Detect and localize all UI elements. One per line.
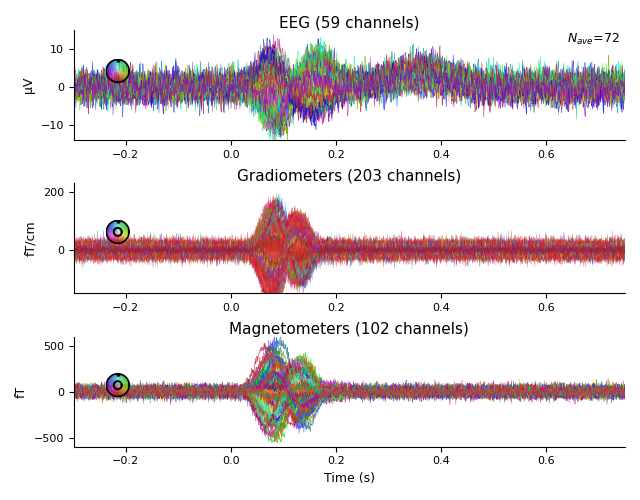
Y-axis label: fT: fT (15, 386, 28, 398)
Title: Magnetometers (102 channels): Magnetometers (102 channels) (229, 322, 469, 336)
Y-axis label: μV: μV (22, 77, 35, 94)
Text: $N_{ave}$=72: $N_{ave}$=72 (567, 32, 620, 48)
Y-axis label: fT/cm: fT/cm (24, 220, 37, 256)
Title: EEG (59 channels): EEG (59 channels) (279, 15, 420, 30)
X-axis label: Time (s): Time (s) (324, 472, 375, 485)
Title: Gradiometers (203 channels): Gradiometers (203 channels) (237, 168, 461, 184)
